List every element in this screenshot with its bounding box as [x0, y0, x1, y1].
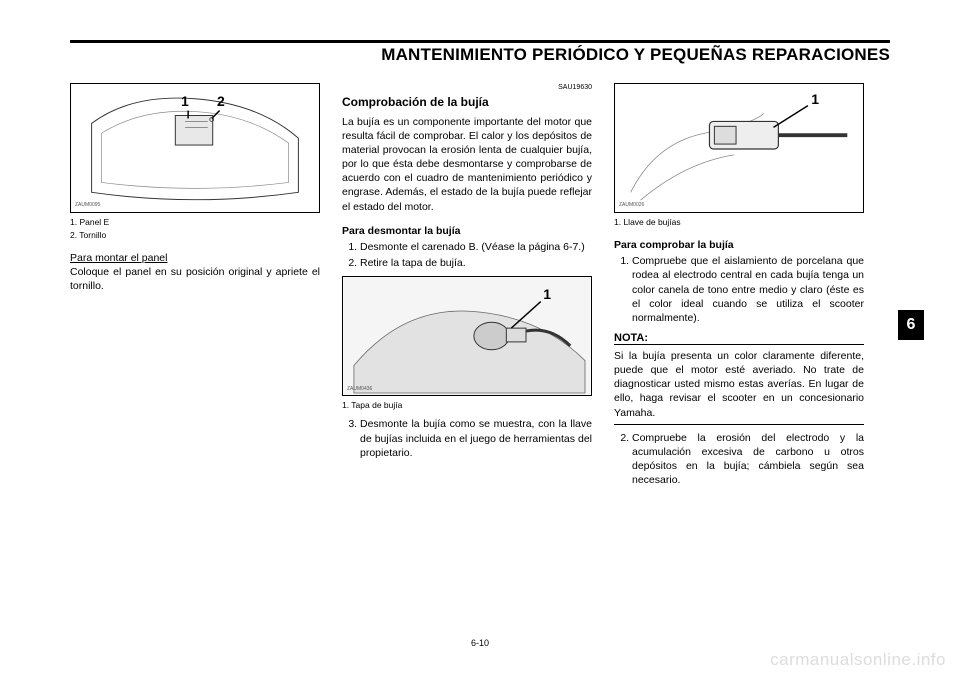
- desmontar-step-1: Desmonte el carenado B. (Véase la página…: [360, 240, 592, 254]
- figure1-caption-1: 1. Panel E: [70, 217, 320, 228]
- figure3-label-1: 1: [811, 90, 819, 109]
- column-1: 1 2 ZAUM0095 1. Panel E 2. Tornillo Para…: [70, 83, 320, 493]
- section-heading: Comprobación de la bujía: [342, 94, 592, 110]
- desmontar-heading: Para desmontar la bujía: [342, 224, 592, 238]
- column-3: 1 ZAUM0026 1. Llave de bujías Para compr…: [614, 83, 864, 493]
- comprobar-steps-b: Compruebe la erosión del electrodo y la …: [614, 431, 864, 488]
- figure-llave-bujias: 1 ZAUM0026: [614, 83, 864, 213]
- para-montar-body: Coloque el panel en su posición original…: [70, 266, 320, 292]
- desmontar-step-3: Desmonte la bujía como se muestra, con l…: [360, 417, 592, 460]
- figure-zcode: ZAUM0095: [75, 202, 100, 209]
- figure2-label-1: 1: [543, 285, 551, 304]
- figure-panel-e: 1 2 ZAUM0095: [70, 83, 320, 213]
- page-number: 6-10: [0, 638, 960, 648]
- nota-label: NOTA:: [614, 332, 648, 344]
- figure3-zcode: ZAUM0026: [619, 202, 644, 209]
- figure2-caption-1: 1. Tapa de bujía: [342, 400, 592, 411]
- column-2: SAU19630 Comprobación de la bujía La buj…: [342, 83, 592, 493]
- para-montar-title: Para montar el panel: [70, 252, 167, 264]
- para-montar: Para montar el panel Coloque el panel en…: [70, 251, 320, 294]
- comprobar-steps-a: Compruebe que el aislamiento de porcelan…: [614, 254, 864, 325]
- figure3-caption-1: 1. Llave de bujías: [614, 217, 864, 228]
- nota-rule: [614, 344, 864, 345]
- figure-label-1: 1: [181, 92, 189, 111]
- page-title: MANTENIMIENTO PERIÓDICO Y PEQUEÑAS REPAR…: [70, 45, 890, 65]
- figure-label-2: 2: [217, 92, 225, 111]
- figure1-caption-2: 2. Tornillo: [70, 230, 320, 241]
- watermark: carmanualsonline.info: [770, 650, 946, 670]
- desmontar-steps-a: Desmonte el carenado B. (Véase la página…: [342, 240, 592, 270]
- content-columns: 1 2 ZAUM0095 1. Panel E 2. Tornillo Para…: [70, 83, 890, 493]
- comprobar-step-2: Compruebe la erosión del electrodo y la …: [632, 431, 864, 488]
- nota-block: NOTA: Si la bujía presenta un color clar…: [614, 331, 864, 425]
- desmontar-steps-b: Desmonte la bujía como se muestra, con l…: [342, 417, 592, 460]
- chapter-tab: 6: [898, 310, 924, 340]
- comprobar-heading: Para comprobar la bujía: [614, 238, 864, 252]
- nota-body: Si la bujía presenta un color claramente…: [614, 349, 864, 420]
- figure-tapa-bujia: 1 ZAUM0436: [342, 276, 592, 396]
- desmontar-step-2: Retire la tapa de bujía.: [360, 256, 592, 270]
- page-header: MANTENIMIENTO PERIÓDICO Y PEQUEÑAS REPAR…: [70, 40, 890, 65]
- ref-code: SAU19630: [342, 83, 592, 92]
- figure2-zcode: ZAUM0436: [347, 386, 372, 393]
- comprobar-step-1: Compruebe que el aislamiento de porcelan…: [632, 254, 864, 325]
- nota-rule-end: [614, 424, 864, 425]
- intro-text: La bujía es un componente importante del…: [342, 115, 592, 214]
